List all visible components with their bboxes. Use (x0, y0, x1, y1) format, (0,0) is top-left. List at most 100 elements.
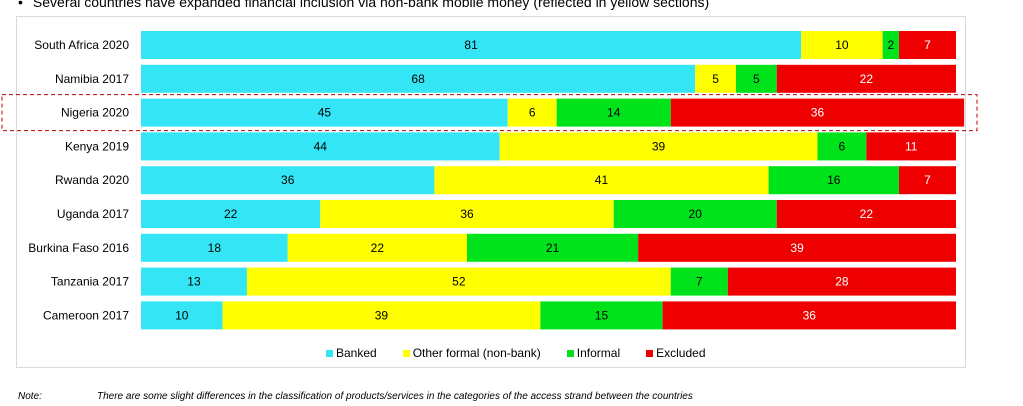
bar-segment-excluded-tanzania-2017 (727, 267, 956, 296)
headline: • Several countries have expanded financi… (18, 0, 709, 10)
data-label-banked-namibia-2017: 68 (411, 72, 425, 86)
headline-bullet: • (18, 0, 23, 10)
legend-swatch-banked (326, 349, 333, 357)
bar-segment-informal-nigeria-2020 (556, 98, 671, 127)
category-label-nigeria-2020: Nigeria 2020 (61, 106, 129, 120)
note-label: Note: (18, 391, 42, 402)
data-label-excluded-uganda-2017: 22 (860, 207, 874, 221)
bar-segment-banked-cameroon-2017 (141, 301, 223, 330)
data-label-informal-cameroon-2017: 15 (595, 308, 609, 322)
legend-label-excluded: Excluded (656, 346, 706, 360)
bar-segment-informal-uganda-2017 (613, 200, 777, 228)
bar-segment-banked-namibia-2017 (141, 64, 696, 93)
data-label-informal-uganda-2017: 20 (689, 207, 703, 221)
bar-segment-other-formal-non-bank-south-africa-2020 (801, 31, 883, 59)
data-label-other-formal-non-bank-cameroon-2017: 39 (375, 308, 389, 322)
bar-segment-informal-burkina-faso-2016 (467, 233, 639, 262)
legend-swatch-informal (566, 349, 574, 357)
legend-item-banked: Banked (326, 346, 377, 360)
chart-legend: Banked Other formal (non-bank) Informal Exc… (326, 346, 706, 360)
bar-segment-other-formal-non-bank-namibia-2017 (695, 64, 736, 93)
headline-text: Several countries have expanded financia… (32, 0, 710, 10)
data-label-excluded-nigeria-2020: 36 (811, 106, 825, 120)
category-label-burkina-faso-2016: Burkina Faso 2016 (28, 241, 129, 255)
data-label-other-formal-non-bank-tanzania-2017: 52 (452, 275, 466, 289)
category-label-namibia-2017: Namibia 2017 (55, 72, 129, 86)
legend-item-informal: Informal (566, 346, 621, 360)
category-label-kenya-2019: Kenya 2019 (65, 139, 129, 153)
data-label-other-formal-non-bank-rwanda-2020: 41 (595, 173, 609, 187)
chart-frame (16, 16, 966, 368)
data-label-other-formal-non-bank-uganda-2017: 36 (460, 207, 474, 221)
data-label-other-formal-non-bank-namibia-2017: 5 (712, 72, 719, 86)
bar-segment-banked-nigeria-2020 (141, 98, 508, 127)
legend-label-other-formal-non-bank: Other formal (non-bank) (412, 346, 541, 360)
bar-segment-excluded-south-africa-2020 (898, 31, 956, 59)
legend-item-other-formal-non-bank: Other formal (non-bank) (402, 346, 541, 360)
data-label-informal-south-africa-2020: 2 (887, 38, 894, 52)
data-label-informal-namibia-2017: 5 (753, 72, 760, 86)
bar-segment-excluded-cameroon-2017 (662, 301, 956, 330)
bar-segment-informal-tanzania-2017 (670, 267, 728, 296)
legend-label-banked: Banked (336, 346, 377, 360)
bar-segment-excluded-uganda-2017 (776, 200, 956, 228)
data-label-banked-kenya-2019: 44 (314, 139, 328, 153)
data-label-excluded-burkina-faso-2016: 39 (790, 241, 804, 255)
data-label-banked-nigeria-2020: 45 (318, 106, 332, 120)
data-label-excluded-cameroon-2017: 36 (803, 308, 817, 322)
data-label-other-formal-non-bank-south-africa-2020: 10 (835, 38, 849, 52)
data-label-excluded-kenya-2019: 11 (905, 139, 918, 153)
data-label-informal-kenya-2019: 6 (839, 139, 846, 153)
bar-segment-banked-kenya-2019 (141, 132, 500, 161)
bar-segment-informal-south-africa-2020 (882, 31, 899, 59)
bar-segment-banked-rwanda-2020 (141, 166, 435, 195)
data-label-banked-south-africa-2020: 81 (464, 38, 478, 52)
data-label-banked-tanzania-2017: 13 (187, 275, 201, 289)
bar-segment-other-formal-non-bank-tanzania-2017 (246, 267, 671, 296)
data-label-excluded-rwanda-2020: 7 (924, 173, 931, 187)
bar-segment-other-formal-non-bank-uganda-2017 (320, 200, 614, 228)
bar-segment-banked-uganda-2017 (141, 200, 321, 228)
category-label-rwanda-2020: Rwanda 2020 (55, 173, 129, 187)
category-label-cameroon-2017: Cameroon 2017 (43, 308, 129, 322)
bar-segment-informal-cameroon-2017 (540, 301, 663, 330)
bar-segment-other-formal-non-bank-cameroon-2017 (222, 301, 541, 330)
bar-segment-other-formal-non-bank-nigeria-2020 (507, 98, 557, 127)
data-label-informal-burkina-faso-2016: 21 (546, 241, 560, 255)
data-label-informal-nigeria-2020: 14 (607, 106, 621, 120)
bar-segment-banked-burkina-faso-2016 (141, 233, 288, 262)
data-label-informal-rwanda-2020: 16 (827, 173, 841, 187)
bar-segment-excluded-burkina-faso-2016 (638, 233, 956, 262)
note-text: There are some slight differences in the… (97, 391, 693, 402)
category-label-tanzania-2017: Tanzania 2017 (51, 275, 129, 289)
bar-segment-informal-namibia-2017 (735, 64, 777, 93)
category-label-uganda-2017: Uganda 2017 (57, 207, 129, 221)
highlight-box-nigeria-2020 (1, 94, 978, 132)
bar-segment-banked-south-africa-2020 (141, 31, 802, 59)
data-label-excluded-namibia-2017: 22 (860, 72, 874, 86)
legend-swatch-other-formal-non-bank (402, 349, 410, 357)
bar-segment-other-formal-non-bank-rwanda-2020 (434, 166, 769, 195)
legend-item-excluded: Excluded (646, 346, 706, 360)
bar-segment-informal-rwanda-2020 (768, 166, 899, 195)
data-label-informal-tanzania-2017: 7 (696, 275, 703, 289)
data-label-other-formal-non-bank-kenya-2019: 39 (652, 139, 666, 153)
data-label-other-formal-non-bank-burkina-faso-2016: 22 (371, 241, 385, 255)
data-label-other-formal-non-bank-nigeria-2020: 6 (529, 106, 536, 120)
bar-segment-excluded-kenya-2019 (866, 132, 956, 161)
bar-segment-other-formal-non-bank-burkina-faso-2016 (287, 233, 467, 262)
data-label-banked-cameroon-2017: 10 (175, 308, 189, 322)
bar-segment-banked-tanzania-2017 (141, 267, 247, 296)
data-label-banked-uganda-2017: 22 (224, 207, 238, 221)
legend-swatch-excluded (646, 349, 654, 357)
category-label-south-africa-2020: South Africa 2020 (34, 38, 129, 52)
data-label-excluded-tanzania-2017: 28 (835, 275, 849, 289)
legend-label-informal: Informal (576, 346, 621, 360)
data-label-banked-burkina-faso-2016: 18 (208, 241, 222, 255)
bar-segment-informal-kenya-2019 (817, 132, 867, 161)
data-label-banked-rwanda-2020: 36 (281, 173, 295, 187)
data-label-excluded-south-africa-2020: 7 (924, 38, 931, 52)
bar-segment-excluded-rwanda-2020 (898, 166, 956, 195)
bar-segment-other-formal-non-bank-kenya-2019 (499, 132, 818, 161)
